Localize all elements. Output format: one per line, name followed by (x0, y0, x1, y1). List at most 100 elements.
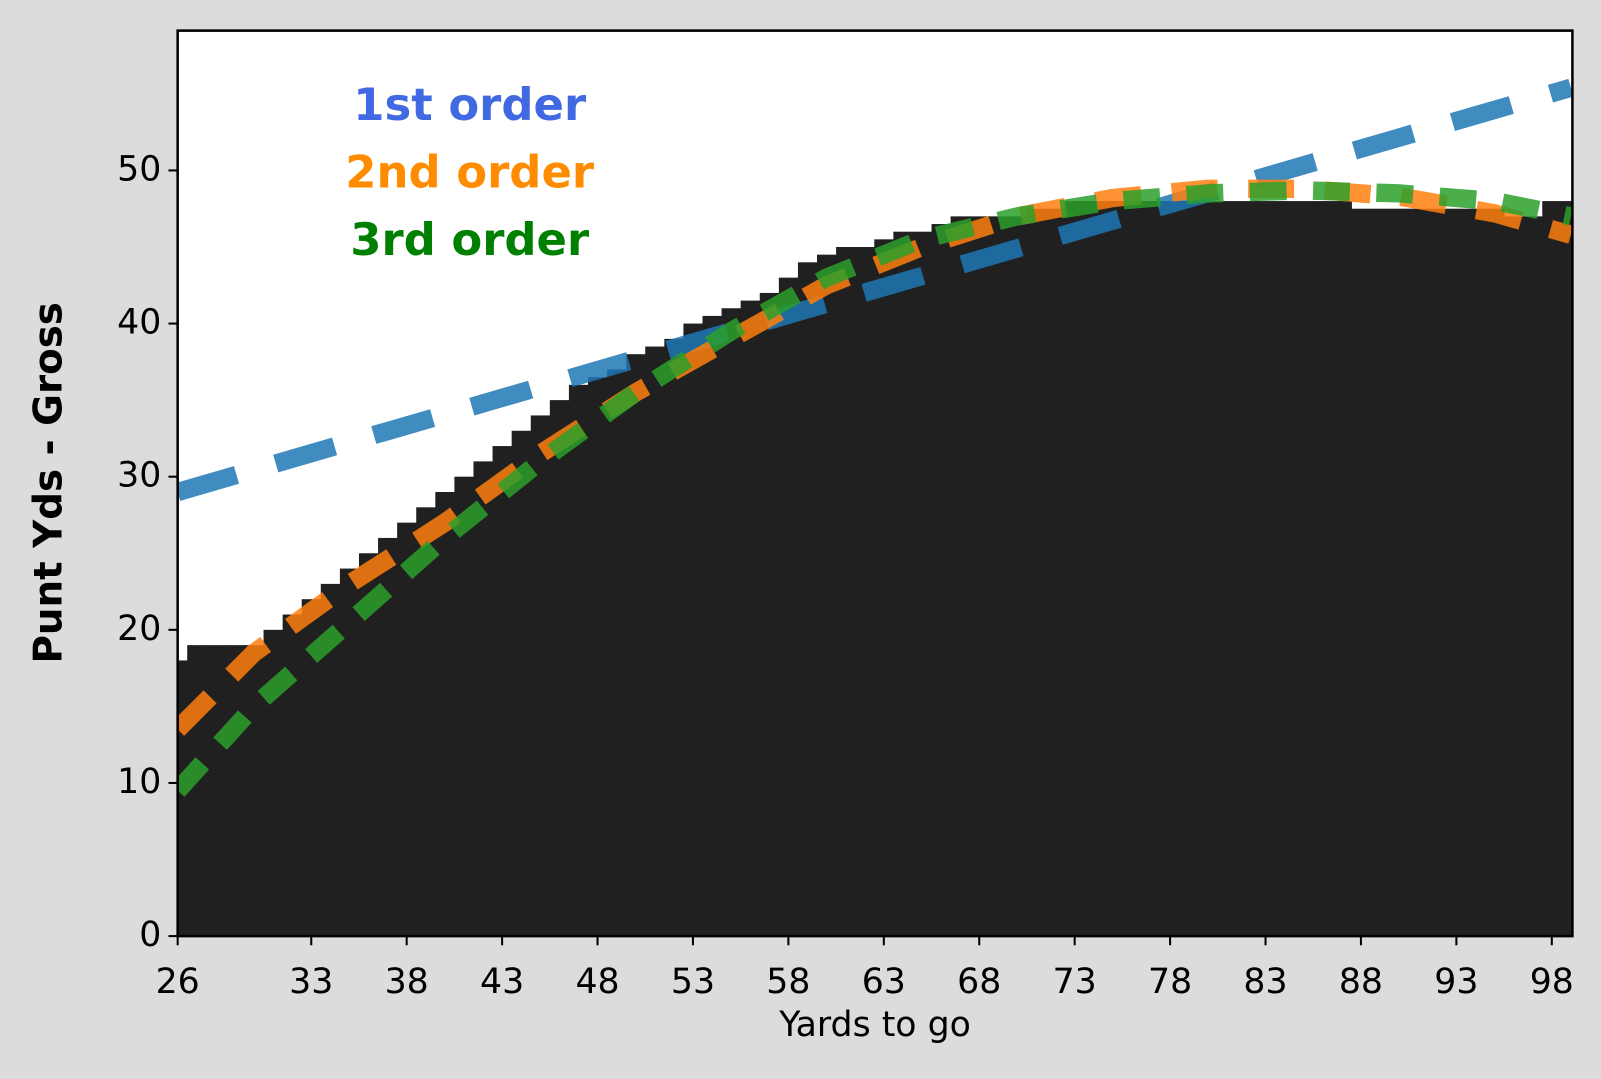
bar (1561, 201, 1573, 937)
x-tick-label: 43 (480, 962, 524, 1002)
y-tick-label: 20 (117, 609, 161, 649)
bar (721, 308, 742, 937)
bar (836, 246, 856, 937)
bar (1236, 201, 1257, 937)
bar (1313, 201, 1333, 937)
x-tick-label: 78 (1148, 962, 1192, 1002)
y-tick-label: 0 (139, 915, 161, 955)
axes-frame (176, 29, 1574, 938)
bar (435, 492, 455, 937)
bar (874, 239, 894, 937)
bar (244, 645, 265, 937)
bar (187, 645, 207, 937)
bar (1485, 208, 1505, 937)
bar (1523, 216, 1543, 937)
x-tick-label: 68 (957, 962, 1001, 1002)
bar (1504, 216, 1524, 937)
bar (206, 645, 226, 937)
bar (1217, 201, 1238, 937)
y-tick-label: 30 (117, 456, 161, 496)
bar (1408, 208, 1429, 937)
bar (759, 292, 780, 937)
bar (607, 369, 627, 937)
x-tick-label: 58 (766, 962, 810, 1002)
bar (797, 262, 818, 937)
x-tick-label: 33 (289, 962, 333, 1002)
bar (626, 354, 646, 937)
bar (950, 216, 971, 937)
bar (416, 507, 436, 937)
bar (988, 216, 1009, 937)
x-tick-label: 48 (575, 962, 619, 1002)
bar (225, 645, 245, 937)
bar (1007, 216, 1028, 937)
bar (587, 377, 608, 937)
x-tick-label: 26 (156, 962, 200, 1002)
bar (912, 231, 933, 937)
bar (511, 430, 532, 937)
x-tick-label: 93 (1434, 962, 1478, 1002)
bar (1160, 201, 1181, 937)
bar (339, 568, 360, 937)
x-tick-label: 53 (671, 962, 715, 1002)
plot (177, 78, 1573, 937)
bar (1198, 201, 1219, 937)
x-tick-label: 88 (1339, 962, 1383, 1002)
bar (1065, 201, 1085, 937)
bar (1351, 208, 1371, 937)
bar (301, 599, 322, 937)
bar (1465, 208, 1486, 937)
bar (378, 537, 398, 937)
bar (1179, 201, 1200, 937)
bar (702, 315, 723, 937)
x-axis-label: Yards to go (778, 1005, 971, 1045)
bar (397, 522, 417, 937)
legend-label: 3rd order (350, 213, 590, 266)
bar (1046, 208, 1066, 937)
bar (1294, 201, 1314, 937)
bar (454, 476, 474, 937)
bar (1542, 201, 1562, 937)
bar (358, 553, 379, 937)
bar (1141, 201, 1162, 937)
bar (664, 338, 684, 937)
bar (1026, 208, 1047, 937)
bar (177, 660, 188, 937)
bar (473, 461, 494, 937)
bar (969, 216, 990, 937)
bar (855, 246, 875, 937)
bar (1084, 201, 1104, 937)
bar (1275, 201, 1295, 937)
fit-line (177, 78, 1573, 501)
bar (778, 277, 799, 937)
bar (492, 446, 513, 937)
bar (931, 224, 952, 937)
x-tick-label: 38 (385, 962, 429, 1002)
bar (549, 400, 570, 937)
bar (1427, 208, 1448, 937)
fit-line (177, 179, 1573, 736)
y-tick-label: 40 (117, 303, 161, 343)
y-axis-label: Punt Yds - Gross (27, 302, 72, 663)
x-tick-label: 98 (1530, 962, 1574, 1002)
bar (568, 384, 589, 937)
legend-label: 2nd order (345, 146, 595, 199)
y-tick-label: 10 (117, 762, 161, 802)
bar (1370, 208, 1391, 937)
bar (893, 231, 913, 937)
y-tick-label: 50 (117, 149, 161, 189)
bar (530, 415, 551, 937)
bar (320, 583, 341, 937)
bar (740, 300, 761, 937)
bar (1103, 201, 1123, 937)
x-tick-label: 63 (862, 962, 906, 1002)
legend-label: 1st order (353, 78, 587, 131)
bar (683, 323, 704, 937)
bar (1389, 208, 1410, 937)
x-tick-label: 83 (1243, 962, 1287, 1002)
bar (1255, 201, 1276, 937)
bar (645, 346, 665, 937)
x-tick-label: 73 (1053, 962, 1097, 1002)
